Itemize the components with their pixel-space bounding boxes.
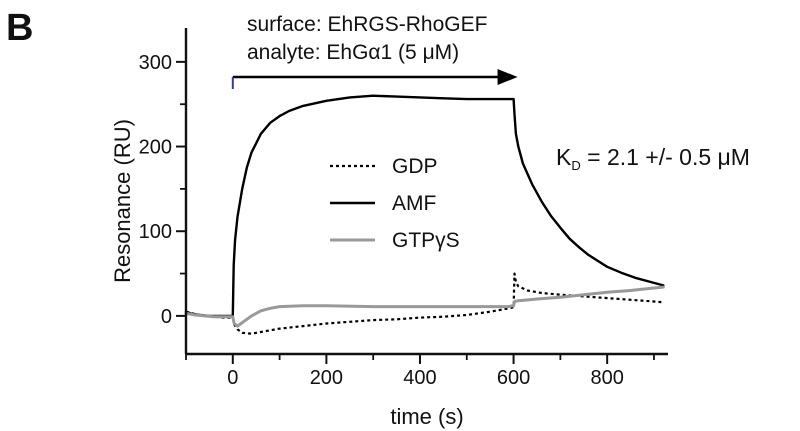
y-tick-label: 0 [161, 306, 172, 328]
kd-annotation: KD = 2.1 +/- 0.5 μM [556, 144, 750, 173]
x-tick-label: 600 [497, 367, 530, 389]
panel-label: B [6, 7, 33, 49]
y-tick-label: 100 [139, 221, 172, 243]
x-tick-label: 800 [590, 367, 623, 389]
axes-layer: 0 100 200 300 0 200 400 600 800 time (s) Resonance… [110, 28, 668, 429]
legend-label-gdp: GDP [392, 155, 438, 178]
y-tick-label: 300 [139, 52, 172, 74]
surface-annotation: surface: EhRGS-RhoGEF [247, 13, 487, 36]
kd-k: K [556, 144, 572, 170]
series-line-gdp [185, 272, 664, 335]
legend: GDP AMF GTPγS [330, 155, 460, 252]
injection-arrow-head [497, 69, 518, 85]
y-tick-label: 200 [139, 137, 172, 159]
legend-label-gtpgs: GTPγS [392, 229, 460, 252]
legend-label-amf: AMF [392, 192, 436, 215]
x-axis-label: time (s) [390, 404, 463, 429]
series-line-amf [184, 94, 665, 318]
series-layer [184, 94, 665, 335]
series-line-gtp-s [184, 285, 665, 328]
annotation-layer: surface: EhRGS-RhoGEF analyte: EhGα1 (5 … [247, 13, 750, 173]
x-tick-label: 400 [403, 367, 436, 389]
x-tick-label: 0 [227, 367, 238, 389]
plot-area: 0 100 200 300 0 200 400 600 800 time (s) Resonance… [110, 28, 668, 429]
kd-subscript: D [571, 158, 580, 173]
y-axis-label: Resonance (RU) [110, 119, 135, 283]
kd-value: = 2.1 +/- 0.5 μM [581, 144, 750, 170]
x-tick-label: 200 [310, 367, 343, 389]
analyte-annotation: analyte: EhGα1 (5 μM) [247, 41, 459, 64]
